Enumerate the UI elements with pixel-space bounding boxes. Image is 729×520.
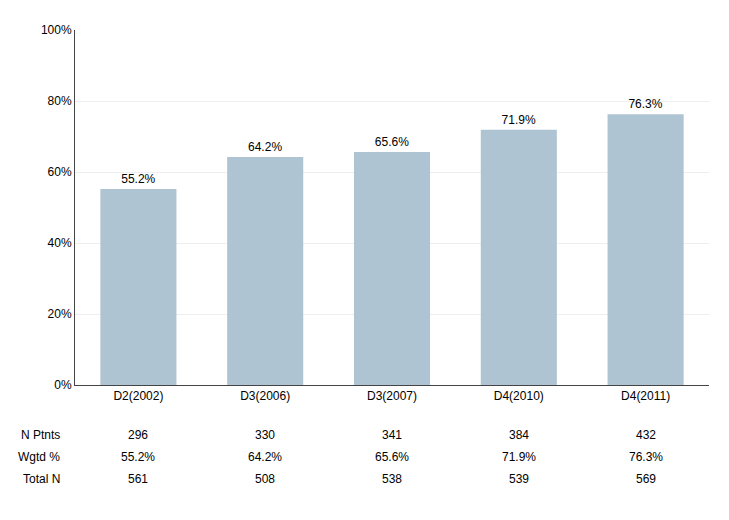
- svg-text:508: 508: [255, 472, 275, 486]
- svg-text:538: 538: [382, 472, 402, 486]
- svg-text:76.3%: 76.3%: [629, 450, 663, 464]
- svg-text:60%: 60%: [48, 165, 72, 179]
- svg-text:569: 569: [636, 472, 656, 486]
- svg-text:71.9%: 71.9%: [502, 113, 536, 127]
- svg-text:296: 296: [128, 428, 148, 442]
- svg-text:80%: 80%: [48, 94, 72, 108]
- svg-text:55.2%: 55.2%: [121, 172, 155, 186]
- svg-text:384: 384: [509, 428, 529, 442]
- svg-text:330: 330: [255, 428, 275, 442]
- svg-text:0%: 0%: [54, 378, 72, 392]
- svg-text:76.3%: 76.3%: [628, 97, 662, 111]
- svg-text:D2(2002): D2(2002): [113, 389, 163, 403]
- svg-text:64.2%: 64.2%: [248, 140, 282, 154]
- svg-text:Total N: Total N: [23, 472, 60, 486]
- svg-text:341: 341: [382, 428, 402, 442]
- svg-text:432: 432: [636, 428, 656, 442]
- svg-text:561: 561: [128, 472, 148, 486]
- svg-text:64.2%: 64.2%: [248, 450, 282, 464]
- svg-text:20%: 20%: [48, 307, 72, 321]
- svg-text:71.9%: 71.9%: [502, 450, 536, 464]
- svg-text:D4(2010): D4(2010): [494, 389, 544, 403]
- svg-text:539: 539: [509, 472, 529, 486]
- svg-text:65.6%: 65.6%: [375, 450, 409, 464]
- svg-text:100%: 100%: [41, 23, 72, 37]
- svg-text:D3(2007): D3(2007): [367, 389, 417, 403]
- svg-text:40%: 40%: [48, 236, 72, 250]
- svg-text:55.2%: 55.2%: [121, 450, 155, 464]
- svg-text:D4(2011): D4(2011): [621, 389, 670, 403]
- svg-text:D3(2006): D3(2006): [240, 389, 290, 403]
- svg-text:N Ptnts: N Ptnts: [21, 428, 60, 442]
- svg-text:Wgtd %: Wgtd %: [18, 450, 60, 464]
- svg-text:65.6%: 65.6%: [375, 135, 409, 149]
